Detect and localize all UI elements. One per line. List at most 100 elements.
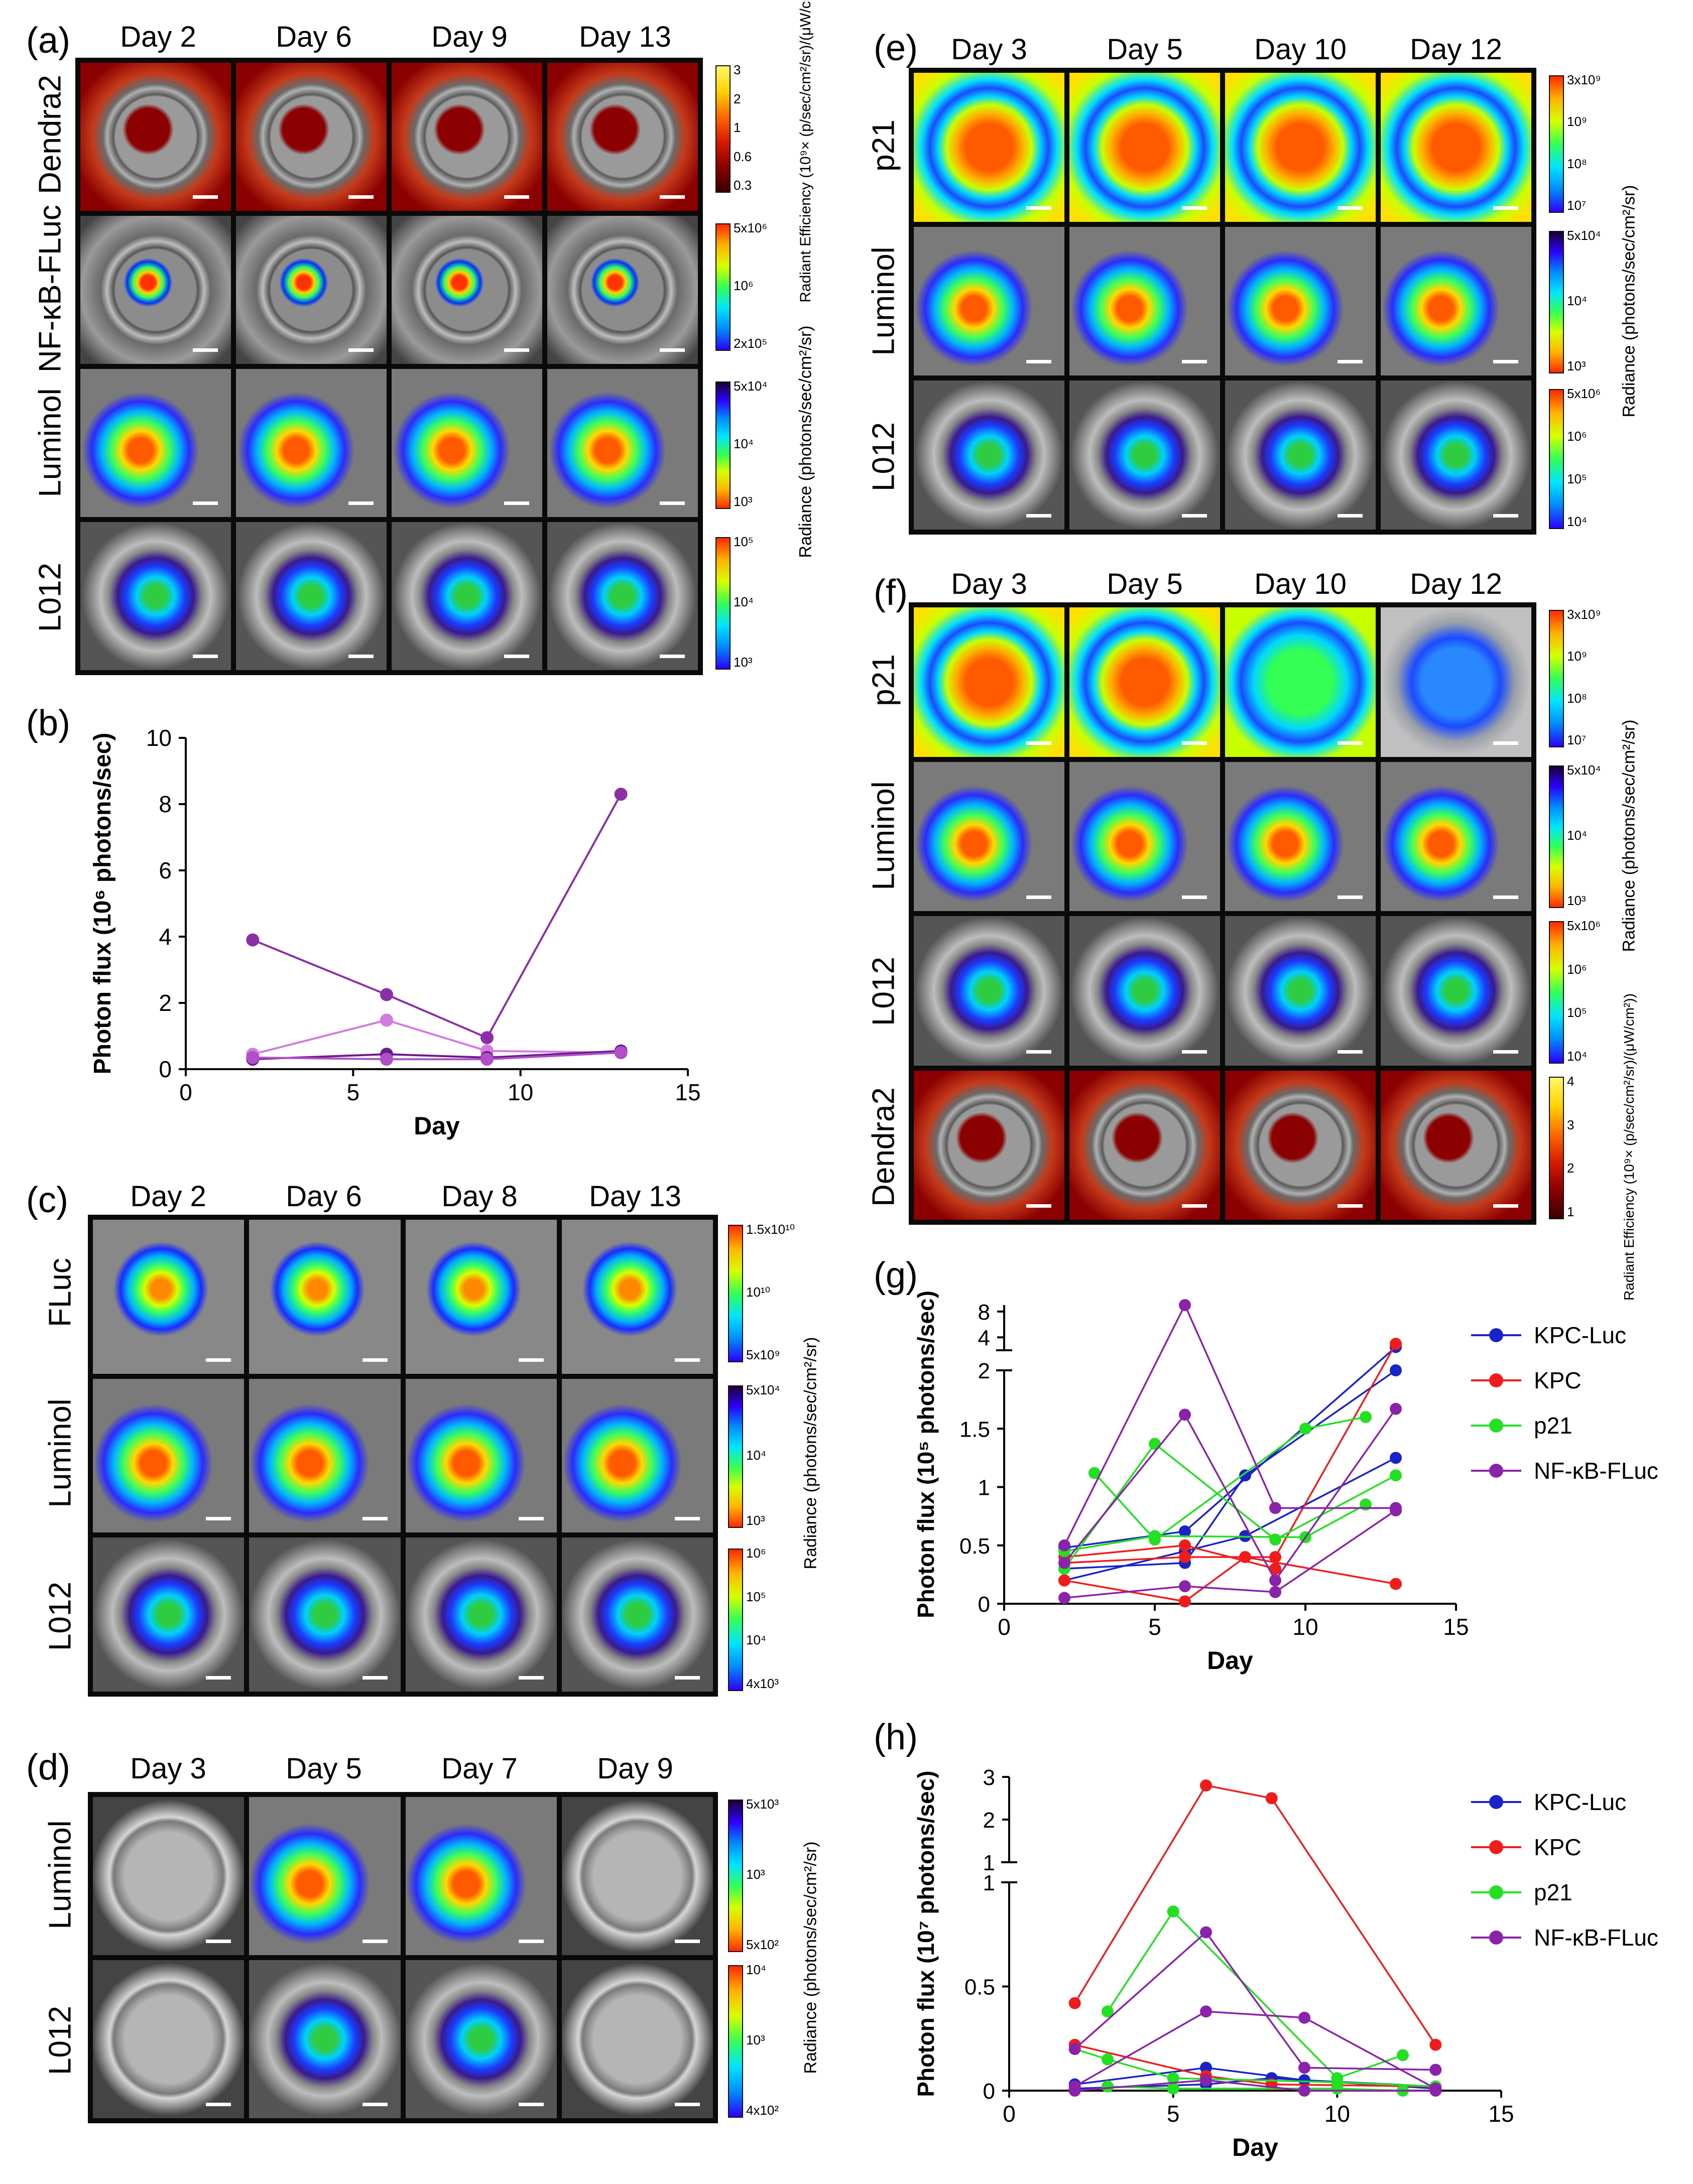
microscopy-image <box>547 63 698 211</box>
data-point <box>1390 1452 1402 1464</box>
series-line <box>1074 1784 1436 2045</box>
panel-c-image-grid <box>88 1215 718 1697</box>
data-point <box>1068 1997 1081 2009</box>
data-point <box>1269 1563 1281 1575</box>
panel-c-day-headers: Day 2 Day 6 Day 8 Day 13 <box>90 1180 713 1213</box>
day-header: Day 5 <box>1107 568 1183 600</box>
panel-b-chart: 0 5 10 15 Day 0 2 4 6 8 10 Photon flux (10⁶ photons… <box>89 728 701 1140</box>
panel-d-image-grid <box>88 1792 718 2123</box>
colorbar <box>728 1965 743 2118</box>
microscopy-image <box>249 1537 401 1692</box>
data-point <box>1167 2072 1179 2085</box>
colorbar <box>1549 231 1564 373</box>
scale-bar <box>504 348 529 352</box>
scale-bar <box>348 195 374 199</box>
panel-e-label: (e) <box>874 28 918 68</box>
scale-bar <box>1026 513 1051 518</box>
data-point <box>1269 1502 1281 1514</box>
microscopy-image <box>93 1797 245 1955</box>
data-point <box>1149 1530 1161 1543</box>
data-point <box>1058 1557 1070 1569</box>
scale-bar <box>660 655 685 658</box>
microscopy-image <box>405 1960 557 2118</box>
scale-bar <box>1493 741 1518 745</box>
colorbar-title: Radiance (photons/sec/cm²/sr) <box>801 1337 820 1570</box>
colorbar-title: Radiance (photons/sec/cm²/sr) <box>1619 185 1639 418</box>
colorbar-tick-label: 10⁵ <box>746 1589 766 1604</box>
scale-bar <box>1182 741 1207 745</box>
y-tick-label: 0 <box>978 1592 990 1617</box>
day-header: Day 13 <box>589 1180 681 1213</box>
legend-label: p21 <box>1534 1412 1573 1439</box>
series-line <box>1063 1442 1396 1570</box>
data-point <box>1331 2082 1344 2095</box>
microscopy-image <box>547 369 698 517</box>
scale-bar <box>362 1676 388 1680</box>
scale-bar <box>1338 895 1363 899</box>
scale-bar <box>348 501 374 505</box>
panel-e-day-headers: Day 3 Day 5 Day 10 Day 12 <box>911 33 1534 66</box>
scale-bar <box>1026 741 1051 745</box>
colorbar-tick-label: 10⁶ <box>734 278 754 293</box>
colorbar-tick-label: 10⁴ <box>734 594 754 609</box>
colorbar <box>728 1385 743 1528</box>
row-label: L012 <box>33 563 68 632</box>
panel-g-chart: 0 5 10 15 Day 0 0.5 1 1.5 2 48 Photon flux (10⁵ pho… <box>913 1291 1658 1675</box>
microscopy-image <box>1069 607 1220 757</box>
scale-bar <box>206 2103 231 2106</box>
scale-bar <box>206 1517 231 1521</box>
colorbar-tick-label: 10⁴ <box>734 436 754 451</box>
row-label: L012 <box>866 422 901 491</box>
data-point <box>1390 1469 1402 1482</box>
colorbar-tick-label: 3x10⁹ <box>1567 72 1601 87</box>
x-tick-label: 15 <box>1488 2101 1514 2127</box>
x-tick-label: 5 <box>347 1079 360 1105</box>
scale-bar <box>1182 513 1207 518</box>
day-header: Day 2 <box>130 1180 206 1213</box>
scale-bar <box>504 195 529 199</box>
day-header: Day 6 <box>276 21 352 53</box>
axis-break <box>1006 1862 1012 1882</box>
colorbar-tick-label: 4 <box>1567 1074 1575 1089</box>
colorbar-tick-label: 1 <box>734 120 741 135</box>
microscopy-image <box>914 73 1064 222</box>
colorbar-tick-label: 2x10⁵ <box>734 336 768 351</box>
data-point <box>380 1053 393 1066</box>
data-point <box>1269 1586 1281 1598</box>
colorbar-tick-label: 2 <box>734 91 741 106</box>
data-point <box>1102 2053 1114 2066</box>
colorbar-tick-label: 10³ <box>734 655 753 670</box>
scale-bar <box>1338 1204 1363 1208</box>
data-point <box>246 933 260 947</box>
scale-bar <box>518 1940 544 1943</box>
series-line <box>1064 1503 1366 1553</box>
scale-bar <box>675 1676 700 1680</box>
data-point <box>1102 2080 1114 2093</box>
scale-bar <box>1182 360 1207 364</box>
data-point <box>1179 1551 1191 1563</box>
microscopy-image <box>1225 380 1376 530</box>
row-label: p21 <box>866 119 901 172</box>
data-point <box>614 1046 628 1059</box>
colorbar-tick-label: 10⁷ <box>1567 198 1587 213</box>
row-label: Luminol <box>866 246 901 356</box>
scale-bar <box>362 1358 388 1362</box>
y-tick-label: 2 <box>978 1359 990 1383</box>
microscopy-image <box>392 522 542 670</box>
microscopy-image <box>1225 607 1376 757</box>
colorbar-tick-label: 3x10⁹ <box>1567 607 1601 622</box>
y-tick-label: 0.5 <box>959 1534 990 1559</box>
day-header: Day 9 <box>431 21 508 53</box>
microscopy-image <box>392 63 542 211</box>
microscopy-image <box>249 1797 401 1955</box>
scale-bar <box>1493 206 1518 210</box>
y-axis-label: Photon flux (10⁵ photons/sec) <box>913 1291 939 1618</box>
microscopy-image <box>1381 226 1531 376</box>
data-point <box>614 788 628 801</box>
scale-bar <box>1182 206 1207 210</box>
microscopy-image <box>914 1070 1064 1220</box>
legend-label: NF-κB-FLuc <box>1534 1458 1658 1484</box>
scale-bar <box>1338 741 1363 745</box>
colorbar-tick-label: 10⁷ <box>1567 732 1587 747</box>
scale-bar <box>1493 513 1518 518</box>
